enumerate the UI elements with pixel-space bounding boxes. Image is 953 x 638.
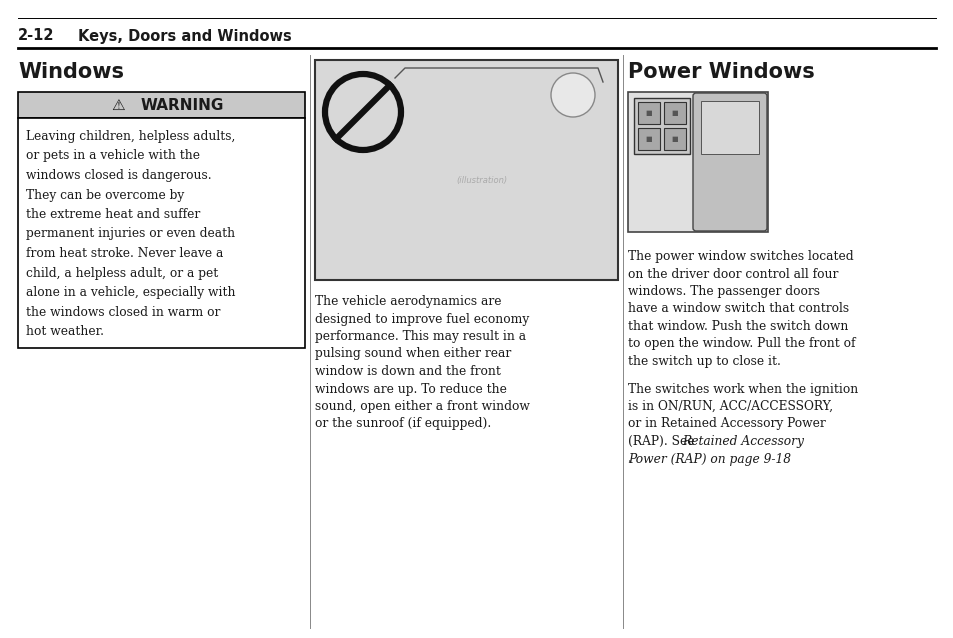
Bar [638, 128, 659, 150]
Text: The switches work when the ignition: The switches work when the ignition [627, 383, 858, 396]
Circle shape [551, 73, 595, 117]
Text: designed to improve fuel economy: designed to improve fuel economy [314, 313, 529, 325]
Bar [314, 60, 618, 280]
Text: .: . [627, 452, 631, 466]
Text: They can be overcome by: They can be overcome by [26, 188, 184, 202]
Text: Leaving children, helpless adults,: Leaving children, helpless adults, [26, 130, 235, 143]
Text: pulsing sound when either rear: pulsing sound when either rear [314, 348, 511, 360]
Text: windows are up. To reduce the: windows are up. To reduce the [314, 383, 506, 396]
Text: to open the window. Pull the front of: to open the window. Pull the front of [627, 338, 855, 350]
Text: Retained Accessory: Retained Accessory [681, 435, 803, 448]
Text: sound, open either a front window: sound, open either a front window [314, 400, 529, 413]
Text: or pets in a vehicle with the: or pets in a vehicle with the [26, 149, 200, 163]
Text: the switch up to close it.: the switch up to close it. [627, 355, 781, 368]
Text: ■: ■ [671, 110, 678, 116]
Text: The power window switches located: The power window switches located [627, 250, 853, 263]
Text: windows. The passenger doors: windows. The passenger doors [627, 285, 820, 298]
Bar [700, 101, 759, 154]
Text: ■: ■ [645, 110, 652, 116]
Text: that window. Push the switch down: that window. Push the switch down [627, 320, 847, 333]
Text: ⚠: ⚠ [112, 98, 125, 112]
Text: hot weather.: hot weather. [26, 325, 104, 338]
Text: have a window switch that controls: have a window switch that controls [627, 302, 848, 316]
Text: Power Windows: Power Windows [627, 62, 814, 82]
Bar [663, 128, 685, 150]
Bar [663, 102, 685, 124]
Bar [634, 98, 689, 154]
Text: from heat stroke. Never leave a: from heat stroke. Never leave a [26, 247, 223, 260]
Bar [18, 92, 305, 118]
Bar [18, 118, 305, 348]
Text: or the sunroof (if equipped).: or the sunroof (if equipped). [314, 417, 491, 431]
Text: the windows closed in warm or: the windows closed in warm or [26, 306, 220, 318]
Text: 2-12: 2-12 [18, 29, 54, 43]
Text: (RAP). See: (RAP). See [627, 435, 698, 448]
Text: windows closed is dangerous.: windows closed is dangerous. [26, 169, 212, 182]
Text: Power (RAP) on page 9-18: Power (RAP) on page 9-18 [627, 452, 790, 466]
Text: is in ON/RUN, ACC/ACCESSORY,: is in ON/RUN, ACC/ACCESSORY, [627, 400, 832, 413]
Text: child, a helpless adult, or a pet: child, a helpless adult, or a pet [26, 267, 218, 279]
Text: the extreme heat and suffer: the extreme heat and suffer [26, 208, 200, 221]
Text: Windows: Windows [18, 62, 124, 82]
Text: permanent injuries or even death: permanent injuries or even death [26, 228, 234, 241]
Text: on the driver door control all four: on the driver door control all four [627, 267, 838, 281]
Text: The vehicle aerodynamics are: The vehicle aerodynamics are [314, 295, 501, 308]
Text: Keys, Doors and Windows: Keys, Doors and Windows [78, 29, 292, 43]
Text: ■: ■ [645, 136, 652, 142]
Text: WARNING: WARNING [140, 98, 224, 112]
Text: or in Retained Accessory Power: or in Retained Accessory Power [627, 417, 825, 431]
Bar [638, 102, 659, 124]
Text: alone in a vehicle, especially with: alone in a vehicle, especially with [26, 286, 235, 299]
Bar [627, 92, 767, 232]
FancyBboxPatch shape [692, 93, 766, 231]
Text: window is down and the front: window is down and the front [314, 365, 500, 378]
Text: performance. This may result in a: performance. This may result in a [314, 330, 525, 343]
Text: ■: ■ [671, 136, 678, 142]
Text: (illustration): (illustration) [456, 177, 507, 186]
